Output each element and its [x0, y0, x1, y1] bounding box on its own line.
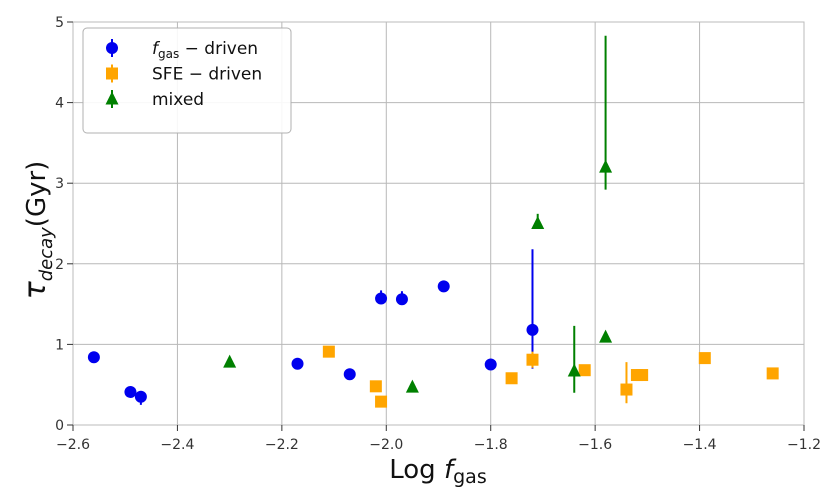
legend-label-rest: mixed [152, 90, 204, 110]
y-axis-title: τdecay(Gyr) [18, 161, 57, 300]
x-tick-label: −1.2 [787, 437, 821, 453]
data-point-circle [343, 368, 356, 381]
y-tick-label: 1 [55, 337, 64, 353]
x-tick-label: −2.2 [265, 437, 299, 453]
x-axis-title: Log fgas [389, 455, 486, 488]
data-point-triangle [531, 216, 545, 229]
data-point-circle [375, 292, 388, 305]
data-point-triangle [567, 363, 581, 377]
data-point-circle [124, 385, 137, 398]
data-markers [87, 159, 779, 408]
data-point-circle [291, 357, 304, 370]
x-axis-title-sub: gas [453, 466, 487, 488]
data-point-circle [526, 323, 539, 336]
x-tick-label: −2.0 [369, 437, 403, 453]
data-point-square [636, 369, 649, 382]
data-point-square [620, 383, 633, 396]
data-point-square [369, 380, 382, 393]
x-tick-label: −1.6 [578, 437, 612, 453]
data-point-triangle [405, 379, 419, 393]
data-point-square [322, 345, 335, 358]
data-point-circle [437, 280, 450, 293]
axis-ticks: −2.6 −2.4 −2.2 −2.0 −1.8 −1.6 −1.4 −1.2 0 1 2 3 4 5 [55, 15, 821, 453]
data-point-triangle [223, 354, 237, 368]
legend-label: fgas − driven [152, 39, 258, 61]
data-point-circle [87, 351, 100, 364]
y-axis-title-sub: decay [36, 227, 57, 281]
y-axis-title-suffix: (Gyr) [22, 161, 52, 228]
x-tick-label: −1.4 [683, 437, 717, 453]
data-point-circle [395, 293, 408, 306]
legend: fgas − driven SFE − driven mixed [82, 27, 292, 134]
data-point-square [698, 352, 711, 365]
data-point-square [766, 367, 779, 380]
legend-label: SFE − driven [152, 65, 262, 85]
legend-marker-square [106, 67, 118, 80]
legend-label-rest: SFE − driven [152, 65, 262, 85]
data-point-square [526, 353, 539, 366]
data-point-triangle [599, 329, 613, 343]
data-point-square [505, 372, 518, 385]
data-point-square [578, 364, 591, 377]
plot-area [72, 21, 805, 426]
data-point-circle [134, 390, 147, 403]
y-tick-label: 0 [55, 418, 64, 434]
legend-label: mixed [152, 90, 204, 110]
legend-label-sub: gas [158, 47, 179, 61]
x-tick-label: −2.4 [160, 437, 194, 453]
x-tick-label: −2.6 [56, 437, 90, 453]
x-axis-title-main: Log [389, 455, 444, 485]
legend-label-rest: − driven [179, 39, 258, 59]
data-point-circle [484, 358, 497, 371]
data-point-triangle [599, 159, 613, 173]
legend-label-italic: f [152, 39, 161, 59]
y-tick-label: 5 [55, 15, 64, 31]
legend-box [82, 27, 292, 134]
data-point-square [375, 395, 388, 408]
legend-marker-circle [106, 42, 118, 54]
y-axis-title-main: τ [18, 280, 53, 299]
x-tick-label: −1.8 [474, 437, 508, 453]
legend-marker-triangle [105, 91, 119, 105]
y-tick-label: 3 [55, 176, 64, 192]
y-tick-label: 4 [55, 96, 64, 112]
y-tick-label: 2 [55, 257, 64, 273]
